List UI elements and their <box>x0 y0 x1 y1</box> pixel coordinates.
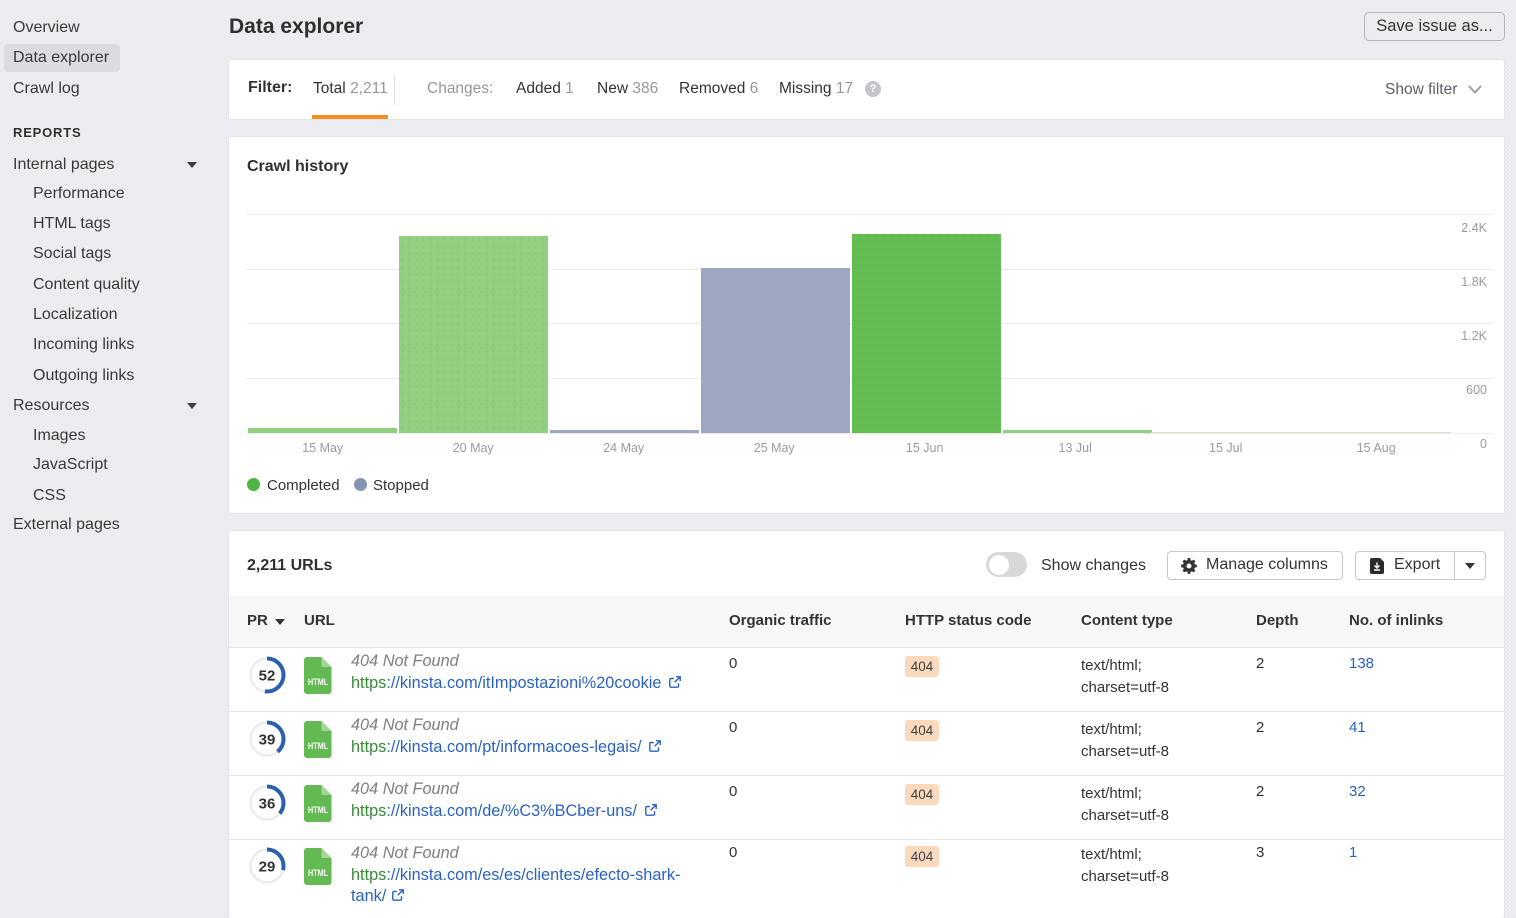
svg-text:HTML: HTML <box>308 868 328 878</box>
svg-text:HTML: HTML <box>308 805 328 815</box>
svg-text:39: 39 <box>259 732 276 749</box>
svg-text:29: 29 <box>259 859 276 876</box>
svg-text:HTML: HTML <box>308 741 328 751</box>
svg-text:HTML: HTML <box>308 677 328 687</box>
svg-text:52: 52 <box>259 668 276 685</box>
svg-text:36: 36 <box>259 796 276 813</box>
